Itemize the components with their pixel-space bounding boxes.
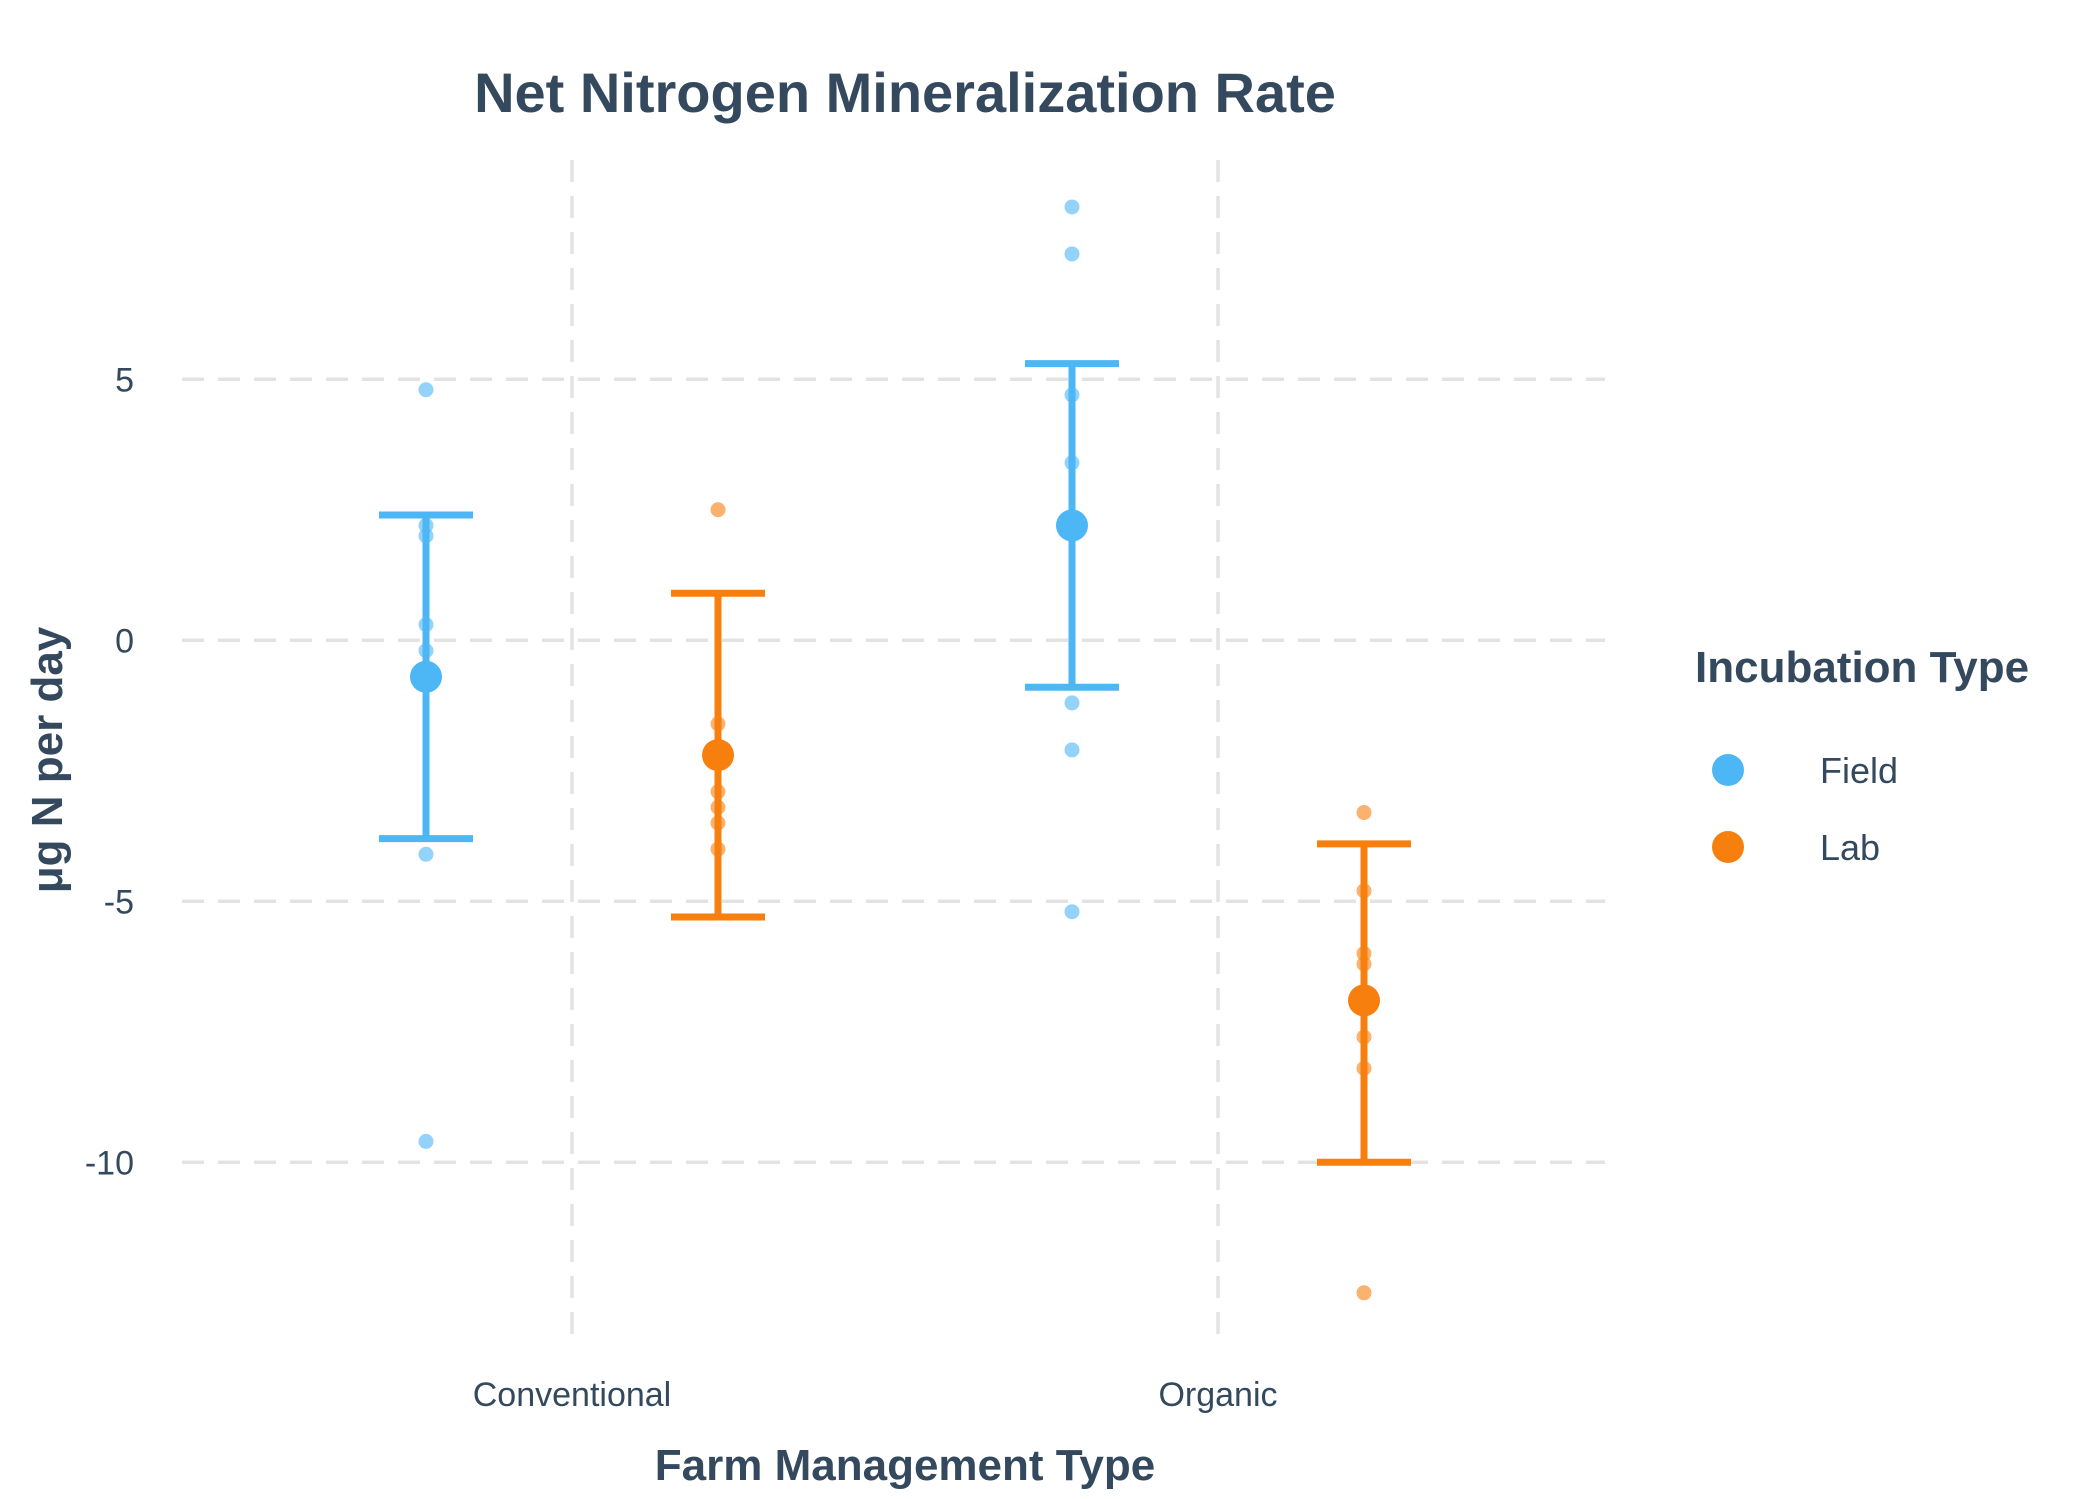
- data-point: [1064, 246, 1080, 262]
- data-marks: [379, 199, 1411, 1301]
- series-lab: [671, 502, 1411, 1301]
- data-point: [1064, 199, 1080, 215]
- legend-key-lab: [1712, 831, 1744, 863]
- mean-point: [702, 739, 734, 772]
- x-tick-label: Organic: [1158, 1376, 1277, 1414]
- legend-key-field: [1712, 754, 1744, 786]
- data-point: [710, 502, 726, 518]
- data-point: [1064, 904, 1080, 920]
- chart-title: Net Nitrogen Mineralization Rate: [474, 61, 1336, 124]
- mean-point: [1348, 984, 1380, 1017]
- mean-point: [1056, 509, 1088, 542]
- y-tick-label: -5: [104, 883, 134, 921]
- x-axis-title: Farm Management Type: [655, 1441, 1155, 1490]
- data-point: [1356, 805, 1372, 821]
- legend-label-lab: Lab: [1820, 827, 1880, 868]
- data-point: [418, 846, 434, 862]
- data-point: [418, 1133, 434, 1149]
- legend-label-field: Field: [1820, 750, 1898, 791]
- y-tick-label: 5: [115, 361, 134, 399]
- data-point: [418, 382, 434, 398]
- legend: Incubation Type Field Lab: [1695, 643, 2029, 868]
- mean-point: [410, 660, 442, 693]
- axes: 5 0 -5 -10 Conventional Organic: [85, 361, 1278, 1414]
- y-tick-label: -10: [85, 1144, 134, 1182]
- data-point: [1064, 742, 1080, 758]
- x-tick-label: Conventional: [473, 1376, 671, 1414]
- grid: [182, 160, 1605, 1345]
- y-axis-title: μg N per day: [23, 626, 72, 893]
- data-point: [1064, 695, 1080, 711]
- legend-title: Incubation Type: [1695, 643, 2029, 692]
- y-tick-label: 0: [115, 622, 134, 660]
- data-point: [1356, 1285, 1372, 1301]
- series-field: [379, 199, 1119, 1149]
